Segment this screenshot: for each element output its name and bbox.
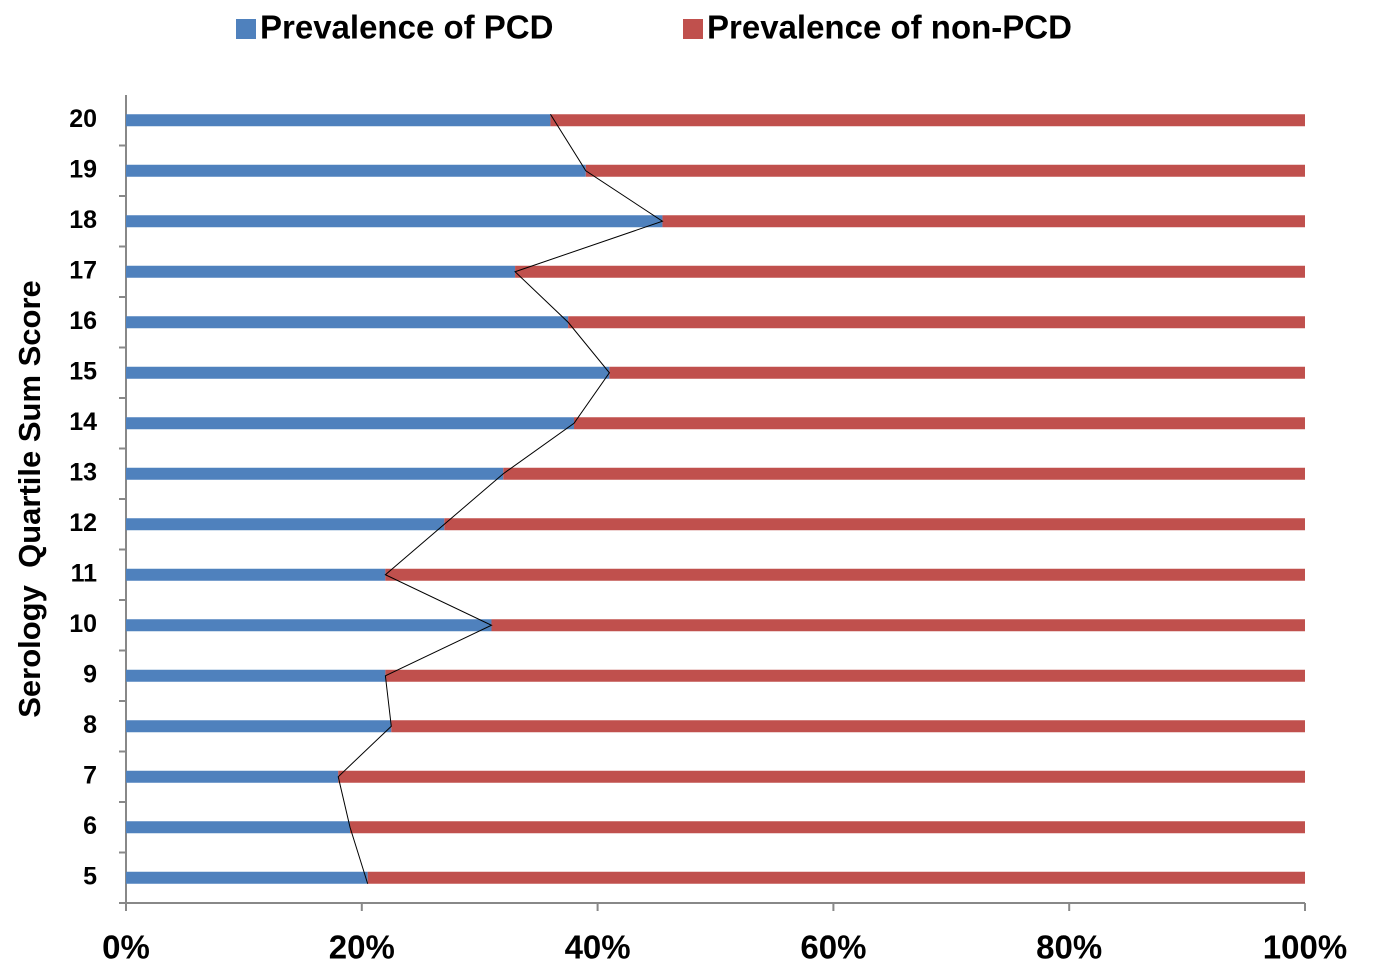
bar-segment — [126, 669, 386, 682]
bar-segment — [350, 821, 1305, 834]
bar-segment — [126, 518, 445, 531]
bar-segment — [126, 770, 339, 783]
bar-segment — [515, 265, 1305, 278]
legend-label: Prevalence of non-PCD — [707, 9, 1072, 46]
bar-segment — [503, 467, 1305, 480]
y-tick-label: 17 — [69, 256, 97, 284]
bar-segment — [585, 164, 1305, 177]
bar-segment — [126, 164, 586, 177]
bar-segment — [126, 821, 351, 834]
bar-segment — [338, 770, 1306, 783]
legend-label: Prevalence of PCD — [260, 9, 553, 46]
x-tick-label: 60% — [800, 929, 866, 966]
x-tick-label: 80% — [1036, 929, 1102, 966]
bar-segment — [391, 720, 1305, 733]
y-tick-label: 8 — [83, 711, 97, 739]
bar-segment — [662, 215, 1305, 228]
x-tick-label: 40% — [565, 929, 631, 966]
bar-segment — [574, 417, 1305, 430]
y-tick-label: 5 — [83, 862, 97, 890]
bar-segment — [444, 518, 1306, 531]
bar-segment — [609, 366, 1305, 379]
y-tick-label: 10 — [69, 610, 97, 638]
y-tick-label: 13 — [69, 458, 97, 486]
legend-swatch — [236, 19, 256, 39]
bar-segment — [126, 619, 492, 632]
y-tick-label: 15 — [69, 357, 97, 385]
y-tick-label: 19 — [69, 155, 97, 183]
bar-segment — [385, 568, 1305, 581]
y-tick-label: 11 — [71, 559, 98, 587]
bar-segment — [491, 619, 1305, 632]
bar-segment — [126, 417, 575, 430]
y-tick-label: 12 — [69, 509, 97, 537]
bar-segment — [126, 215, 663, 228]
x-tick-label: 100% — [1263, 929, 1347, 966]
y-axis-label: Serology Quartile Sum Score — [12, 280, 47, 718]
bar-segment — [550, 114, 1305, 127]
bar-segment — [126, 366, 610, 379]
y-tick-label: 9 — [83, 660, 97, 688]
y-tick-label: 16 — [69, 307, 97, 335]
bar-segment — [126, 871, 368, 884]
series-line — [337, 113, 664, 884]
y-tick-label: 6 — [83, 812, 97, 840]
y-tick-label: 18 — [69, 206, 97, 234]
x-tick-label: 20% — [329, 929, 395, 966]
bar-segment — [126, 114, 551, 127]
y-tick-label: 14 — [69, 408, 97, 436]
bar-segment — [126, 720, 392, 733]
bar-segment — [126, 568, 386, 581]
bar-segment — [385, 669, 1305, 682]
bar-segment — [126, 467, 504, 480]
legend-swatch — [683, 19, 703, 39]
bar-segment — [126, 265, 516, 278]
y-tick-label: 7 — [83, 761, 97, 789]
bar-segment — [568, 316, 1305, 329]
bar-segment — [367, 871, 1305, 884]
x-tick-label: 0% — [102, 929, 150, 966]
bar-segment — [126, 316, 569, 329]
y-tick-label: 20 — [69, 105, 97, 133]
